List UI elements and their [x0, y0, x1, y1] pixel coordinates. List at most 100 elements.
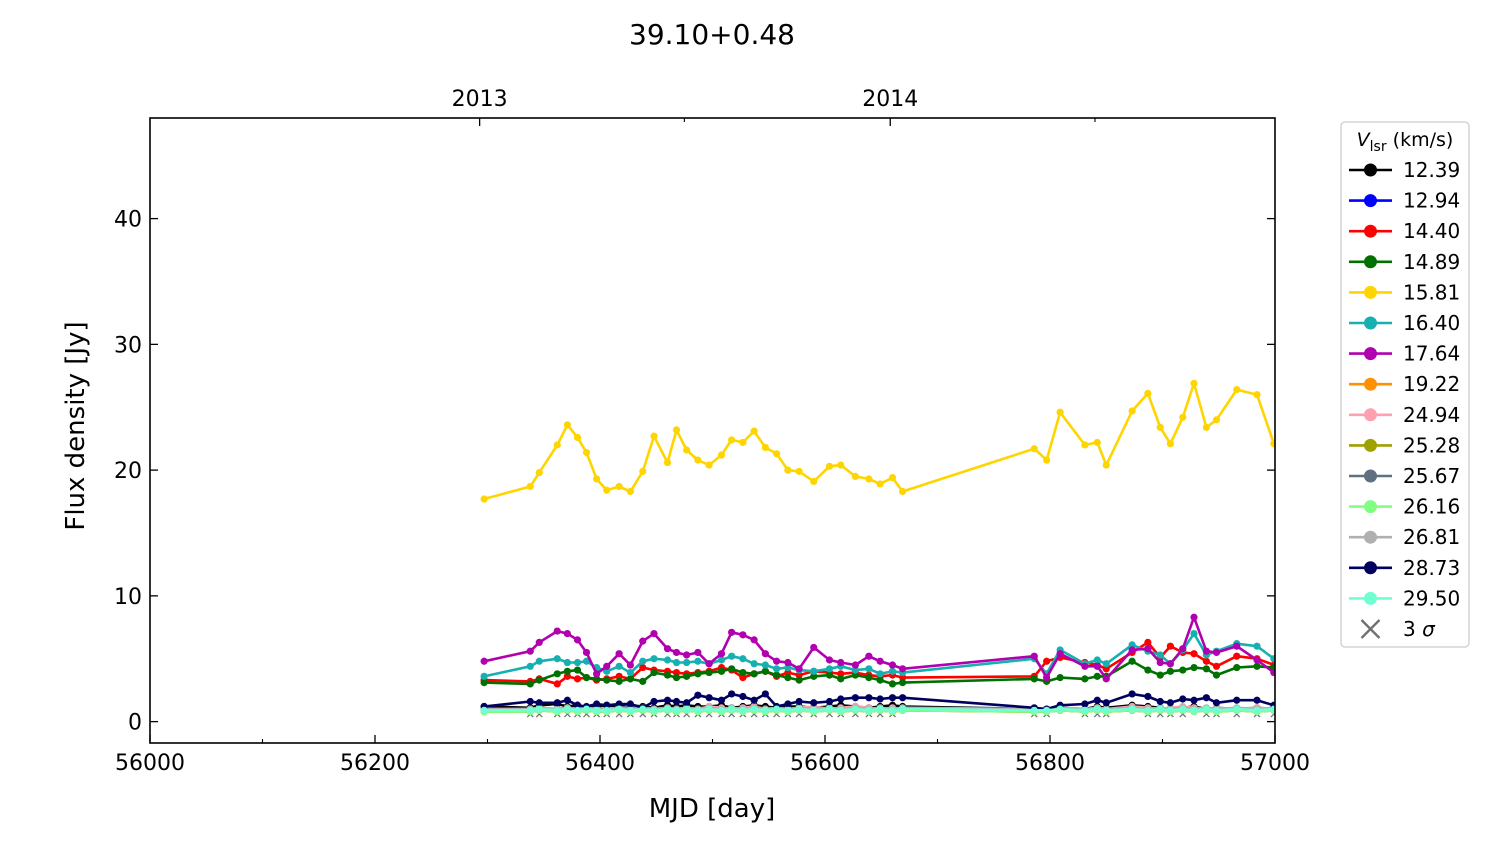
data-point [1093, 656, 1101, 664]
data-point [480, 706, 488, 714]
legend-label: 26.16 [1403, 495, 1460, 519]
data-point [795, 665, 803, 673]
data-point [865, 694, 873, 702]
data-point [1202, 657, 1210, 665]
data-point [851, 472, 859, 481]
data-point [739, 674, 747, 682]
data-point [750, 427, 758, 435]
data-point [1156, 705, 1164, 713]
data-point [1093, 705, 1101, 713]
data-point [865, 475, 873, 483]
data-point [593, 700, 601, 708]
data-point [683, 705, 691, 713]
data-point [810, 643, 818, 652]
data-point [705, 668, 713, 677]
data-point [603, 676, 611, 684]
data-point [593, 670, 601, 678]
data-point [663, 656, 672, 664]
data-point [865, 706, 873, 714]
data-point [750, 660, 758, 668]
data-point [1233, 663, 1241, 672]
data-point [739, 655, 747, 663]
data-point [876, 657, 884, 665]
y-tick-label: 0 [128, 711, 142, 736]
data-point [573, 658, 582, 667]
data-point [851, 671, 859, 679]
data-point [1253, 656, 1261, 664]
data-point [615, 700, 623, 708]
legend-marker [1364, 469, 1377, 483]
data-point [672, 697, 681, 706]
data-point [888, 706, 897, 714]
legend-item: 29.50 [1349, 586, 1460, 610]
data-point [728, 665, 736, 673]
data-point [773, 665, 781, 673]
legend-item: 24.94 [1349, 403, 1460, 427]
data-point [1202, 647, 1210, 655]
data-point [535, 469, 543, 477]
data-point [626, 668, 634, 677]
data-point [1166, 699, 1174, 707]
data-point [1233, 642, 1241, 650]
legend-marker [1364, 224, 1377, 238]
data-point [825, 671, 834, 679]
data-point [761, 650, 769, 658]
data-point [1093, 438, 1101, 447]
data-point [761, 667, 769, 675]
data-point [480, 679, 488, 687]
data-point [582, 705, 591, 713]
data-point [526, 647, 534, 655]
data-point [1081, 441, 1089, 449]
data-point [795, 697, 803, 706]
data-point [526, 482, 534, 491]
data-point [672, 648, 681, 657]
data-point [639, 657, 647, 665]
data-point [683, 699, 691, 707]
legend-item: 12.39 [1349, 158, 1460, 182]
data-point [573, 706, 582, 714]
data-point [1233, 705, 1241, 713]
data-point [526, 706, 534, 714]
data-point [761, 690, 769, 698]
data-point [639, 663, 647, 672]
data-point [739, 631, 747, 639]
data-point [480, 657, 488, 665]
data-point [1270, 655, 1275, 663]
data-point [1253, 642, 1261, 650]
data-point [535, 638, 543, 646]
data-point [663, 645, 672, 653]
data-point [626, 661, 634, 669]
data-point [683, 658, 691, 667]
data-point [1233, 696, 1241, 704]
data-point [1202, 665, 1210, 673]
data-point [1190, 379, 1198, 387]
x-tick-label: 56800 [1015, 751, 1085, 776]
legend-marker [1364, 316, 1377, 330]
data-point [795, 676, 803, 684]
legend-marker [1364, 163, 1377, 177]
plot-frame [149, 117, 1276, 744]
legend-label: 12.94 [1403, 189, 1460, 213]
legend-label: 17.64 [1403, 342, 1460, 366]
data-point [1190, 663, 1198, 672]
legend-item-3sigma: 3 σ [1360, 617, 1436, 641]
data-point [851, 705, 859, 713]
data-point [1156, 671, 1164, 679]
data-point [1144, 638, 1152, 646]
data-point [563, 421, 571, 429]
data-point [837, 695, 845, 703]
legend-item: 12.94 [1349, 189, 1460, 213]
data-point [1030, 445, 1038, 453]
legend-label: 14.89 [1403, 250, 1460, 274]
data-point [825, 705, 834, 713]
data-point [1166, 667, 1174, 675]
data-point [1144, 706, 1152, 714]
legend-label: 26.81 [1403, 525, 1460, 549]
data-point [784, 700, 792, 708]
data-point [1233, 652, 1241, 660]
data-point [1179, 666, 1187, 674]
data-point [683, 446, 691, 454]
chart-title: 39.10+0.48 [629, 18, 795, 51]
data-point [615, 705, 623, 713]
data-point [1102, 665, 1110, 673]
